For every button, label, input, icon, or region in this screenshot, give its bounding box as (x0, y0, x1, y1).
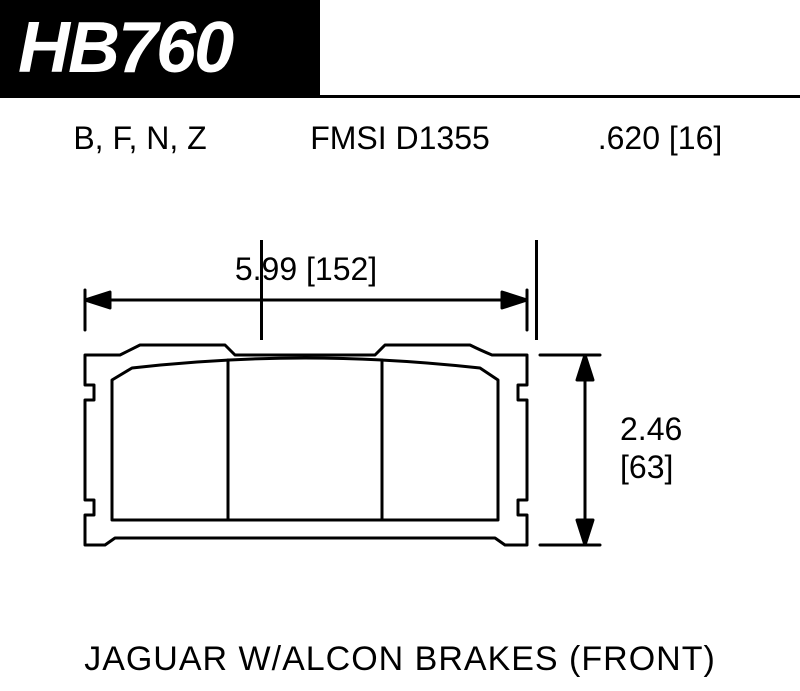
width-dimension (85, 290, 527, 330)
height-label-2: [63] (620, 449, 673, 485)
brake-pad-drawing: 5.99 [152] 2.46 [63] (40, 240, 760, 620)
application-label: JAGUAR W/ALCON BRAKES (FRONT) (0, 640, 800, 679)
pad-outline (85, 345, 527, 545)
header: HB760 (0, 0, 800, 95)
header-rule (0, 95, 800, 98)
pad-inner-outline (112, 358, 498, 520)
spec-fmsi: FMSI D1355 (280, 120, 520, 157)
height-label-1: 2.46 (620, 411, 682, 447)
part-number: HB760 (18, 7, 232, 89)
width-label: 5.99 [152] (235, 251, 377, 287)
header-black-box: HB760 (0, 0, 320, 95)
spec-thickness: .620 [16] (560, 120, 760, 157)
height-dimension (540, 355, 600, 545)
spec-compounds: B, F, N, Z (40, 120, 240, 157)
spec-row: B, F, N, Z FMSI D1355 .620 [16] (0, 120, 800, 210)
